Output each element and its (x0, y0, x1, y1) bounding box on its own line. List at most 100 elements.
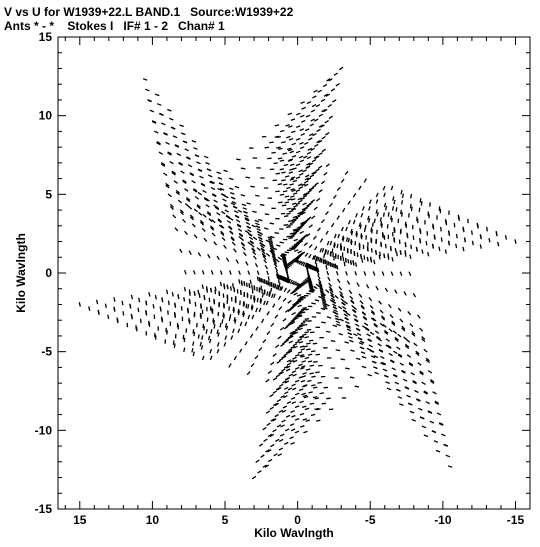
data-point (170, 126, 176, 130)
data-point (267, 236, 273, 240)
data-point (304, 252, 309, 257)
data-point (286, 212, 291, 215)
data-point (291, 247, 297, 250)
x-tick-label: 0 (294, 513, 301, 527)
data-point (307, 353, 313, 356)
data-point (154, 294, 157, 300)
data-point (373, 366, 378, 370)
data-point (287, 262, 292, 266)
data-point (299, 159, 305, 163)
data-point (291, 233, 296, 237)
data-point (319, 392, 325, 395)
data-point (183, 347, 186, 353)
data-point (230, 202, 236, 206)
tick-labels: 15 10 5 0 -5 -10 -15 15 10 5 0 -5 -10 -15 (35, 30, 525, 527)
data-point (260, 318, 265, 324)
data-point (299, 224, 305, 228)
data-point (248, 283, 251, 288)
data-point (290, 345, 295, 349)
data-point (288, 340, 294, 344)
data-point (406, 394, 411, 398)
data-point (270, 287, 273, 293)
data-point (321, 135, 326, 140)
data-point (417, 362, 422, 366)
data-point (252, 210, 257, 214)
data-point (232, 328, 235, 334)
data-point (340, 178, 345, 183)
data-point (309, 289, 315, 293)
data-point (312, 396, 318, 399)
data-point (299, 141, 304, 145)
data-point (209, 181, 214, 185)
data-point (172, 135, 178, 139)
data-point (220, 224, 225, 229)
data-point (355, 327, 361, 331)
data-point (216, 171, 222, 175)
y-tick-label: 15 (39, 30, 53, 44)
data-point (244, 321, 248, 327)
data-point (286, 277, 289, 283)
data-point (373, 355, 379, 359)
data-point (421, 249, 424, 254)
data-point (223, 283, 226, 288)
data-point (216, 342, 220, 347)
data-point (306, 162, 311, 166)
data-point (321, 301, 327, 304)
data-point (352, 219, 356, 225)
data-point (394, 289, 398, 294)
data-point (308, 201, 314, 205)
data-point (462, 227, 465, 233)
data-point (261, 293, 264, 298)
data-point (337, 278, 341, 284)
data-point (173, 343, 176, 348)
data-point (288, 278, 291, 284)
data-point (283, 395, 288, 399)
data-point (448, 231, 451, 236)
x-tick-label: -10 (434, 513, 452, 527)
data-point (207, 174, 213, 178)
data-point (188, 298, 191, 304)
data-point (425, 401, 430, 405)
data-point (278, 357, 284, 362)
data-point (298, 388, 304, 392)
data-point (278, 447, 284, 451)
data-point (335, 82, 340, 87)
data-point (175, 191, 180, 196)
data-point (358, 342, 364, 345)
data-point (290, 130, 296, 134)
data-point (415, 247, 418, 252)
data-point (280, 424, 285, 428)
data-point (371, 229, 373, 234)
data-point (281, 257, 287, 261)
data-point (263, 300, 266, 306)
data-point (281, 254, 286, 258)
data-point (286, 362, 292, 366)
data-point (347, 258, 350, 264)
data-point (262, 278, 265, 284)
data-point (276, 398, 282, 403)
data-point (384, 331, 389, 335)
data-point (266, 422, 271, 427)
data-point (289, 178, 295, 181)
data-point (286, 135, 291, 139)
data-point (294, 379, 300, 383)
data-point (130, 313, 133, 319)
y-tick-label: -5 (41, 345, 52, 359)
data-point (455, 243, 458, 249)
data-point (294, 405, 300, 409)
data-point (305, 174, 310, 178)
data-point (307, 379, 312, 383)
data-point (408, 361, 414, 366)
data-point (302, 323, 308, 327)
data-point (317, 267, 320, 273)
data-point (347, 237, 350, 243)
data-point (386, 387, 392, 391)
data-point (368, 206, 371, 211)
data-point (288, 148, 293, 152)
data-point (308, 162, 314, 166)
data-point (283, 163, 289, 167)
data-point (279, 129, 285, 133)
data-point (308, 137, 313, 141)
data-point (223, 314, 225, 319)
data-point (224, 323, 228, 328)
